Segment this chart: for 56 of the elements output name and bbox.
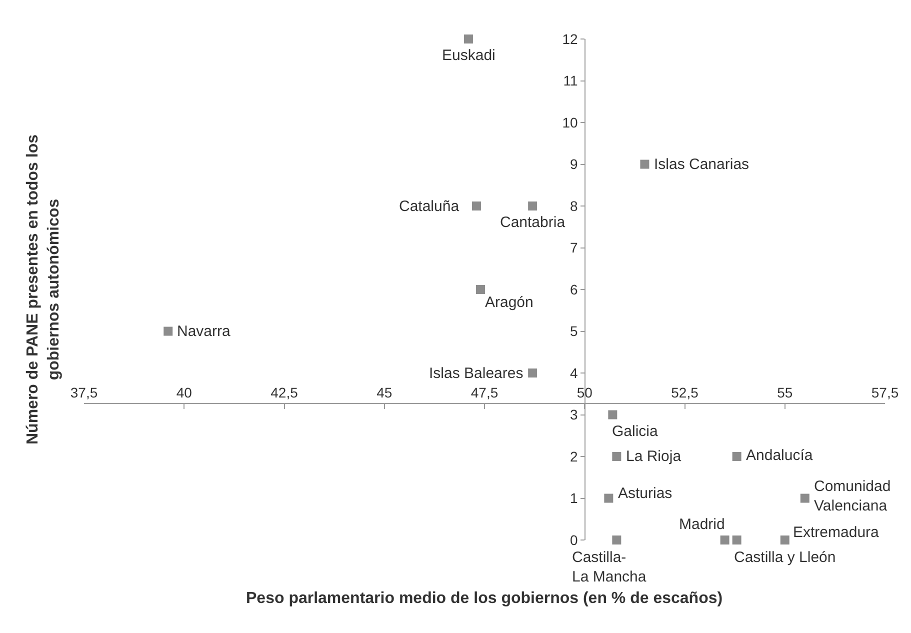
y-tick-label: 3 (570, 406, 578, 423)
annotation: Extremadura (793, 524, 880, 541)
annotation: Castilla- La Mancha (572, 549, 647, 586)
x-tick-label: 42,5 (270, 384, 298, 401)
point (528, 202, 538, 210)
x-tick-label: 57,5 (871, 384, 899, 401)
x-tick-label: 40 (176, 384, 192, 401)
annotation: Islas Baleares (429, 365, 524, 382)
annotation: Aragón (485, 294, 534, 311)
annotation: Asturias (618, 485, 672, 502)
annotation: Andalucía (746, 447, 814, 464)
point (476, 285, 485, 294)
y-tick-label: 7 (570, 240, 578, 256)
point (608, 410, 618, 420)
point (472, 202, 481, 210)
x-tick-label: 55 (777, 384, 793, 401)
annotation: Comunidad Valenciana (814, 478, 891, 514)
point (164, 326, 173, 336)
y-tick-label: 11 (563, 72, 578, 89)
point (800, 494, 810, 503)
y-tick-label: 6 (570, 281, 578, 298)
y-tick-label: 9 (570, 156, 578, 172)
point (604, 494, 614, 503)
annotation: Castilla y Lleón (734, 549, 836, 566)
x-tick-label: 37,5 (70, 384, 98, 401)
annotation: Navarra (177, 323, 232, 340)
annotation: Madrid (679, 516, 725, 533)
x-tick-label: 52,5 (671, 384, 699, 401)
point (612, 452, 622, 461)
point (528, 368, 538, 378)
x-tick-label: 45 (376, 384, 392, 401)
y-axis-title: Número de PANE presentes en todos los gobiernos autonómicos (24, 134, 62, 444)
y-tick-label: 12 (562, 30, 578, 47)
point (640, 160, 650, 169)
x-tick-label: 47,5 (470, 384, 498, 401)
point (720, 536, 730, 544)
annotation: Cataluña (399, 198, 460, 215)
x-axis-title: Peso parlamentario medio de los gobiernos (en % de escaños) (246, 590, 723, 607)
y-tick-label: 8 (570, 198, 578, 214)
y-tick-label: 4 (570, 364, 578, 381)
x-tick-label: 50 (576, 384, 593, 401)
point (612, 536, 622, 544)
y-tick-label: 10 (562, 114, 578, 130)
annotation: Galicia (612, 423, 659, 440)
annotation: Euskadi (442, 47, 496, 64)
y-tick-label: 1 (570, 490, 578, 506)
y-tick-label: 5 (570, 323, 578, 340)
annotation: La Rioja (626, 448, 682, 465)
y-tick-label: 2 (570, 448, 578, 464)
point (780, 536, 790, 544)
point (732, 536, 742, 544)
annotation: Cantabria (500, 214, 566, 231)
point (464, 34, 473, 44)
y-tick-label: 0 (570, 532, 578, 548)
annotation: Islas Canarias (654, 156, 750, 173)
point (732, 452, 742, 461)
